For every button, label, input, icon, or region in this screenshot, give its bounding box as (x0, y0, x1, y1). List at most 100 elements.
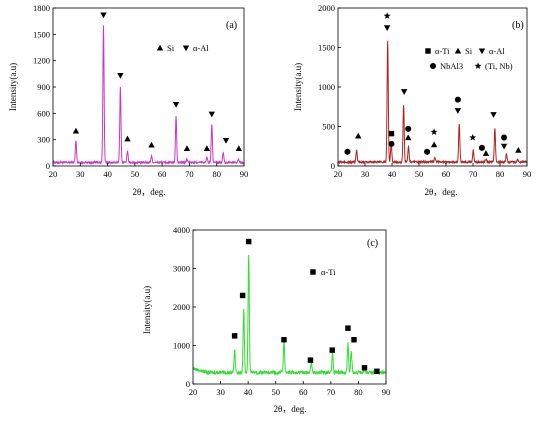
peak-marker-b-10 (430, 128, 438, 136)
y-tick-label-b-0: 0 (331, 161, 335, 171)
peak-marker-b-18 (501, 134, 508, 141)
peak-marker-c-3 (281, 337, 287, 343)
plot-frame-a (52, 7, 245, 167)
x-axis-title-c: 2θ，deg. (273, 404, 306, 414)
legend-marker-shape-a-0 (156, 44, 164, 51)
x-tick-label-b-7: 90 (523, 169, 532, 179)
legend-marker-shape-b-1 (454, 47, 462, 54)
peak-marker-a-2 (117, 73, 124, 79)
y-tick-label-c-1: 1000 (173, 341, 190, 351)
panel-label-b: (b) (512, 20, 524, 31)
peak-marker-b-7 (405, 125, 412, 132)
x-tick-label-c-3: 50 (271, 387, 280, 397)
peak-marker-c-9 (374, 368, 380, 375)
peak-marker-b-4 (388, 130, 395, 137)
peak-marker-c-2 (245, 238, 252, 245)
y-tick-label-a-3: 900 (37, 82, 50, 92)
y-tick-label-a-2: 600 (37, 108, 50, 118)
x-tick-label-b-5: 70 (469, 169, 478, 179)
peak-marker-a-5 (172, 101, 180, 108)
xrd-curve-a (52, 25, 245, 166)
peak-marker-b-5 (388, 140, 395, 147)
legend-label-si-a: Si (167, 43, 175, 53)
x-axis-title-a: 2θ，deg. (132, 187, 165, 197)
peak-marker-a-0 (72, 127, 80, 134)
peak-marker-b-11 (430, 141, 438, 148)
xrd-curve-c (192, 255, 387, 376)
x-tick-label-a-4: 60 (158, 169, 167, 179)
x-tick-label-c-2: 40 (244, 387, 253, 397)
y-tick-label-c-3: 3000 (173, 264, 190, 274)
y-tick-label-a-0: 0 (46, 161, 50, 171)
legend-a: Si α-Al (156, 43, 209, 53)
peak-marker-c-1 (239, 292, 246, 299)
legend-marker-b-4 (474, 62, 482, 69)
panel-label-c: (c) (367, 238, 378, 249)
peak-marker-a-3 (124, 135, 131, 142)
peak-marker-b-9 (424, 148, 431, 155)
peak-marker-a-7 (203, 145, 211, 152)
legend-label-tinb-b: (Ti, Nb) (485, 61, 513, 71)
panel-label-a: (a) (226, 20, 237, 31)
x-tick-label-b-6: 80 (496, 169, 505, 179)
y-tick-label-c-4: 4000 (173, 225, 190, 235)
plot-frame-b (337, 7, 528, 167)
legend-label-si-b: Si (465, 46, 473, 56)
x-tick-label-a-2: 40 (103, 169, 112, 179)
legend-marker-shape-b-2 (478, 48, 486, 55)
peak-marker-b-16 (482, 150, 490, 156)
x-tick-label-c-7: 90 (382, 387, 391, 397)
y-tick-label-b-1: 500 (322, 122, 335, 132)
x-tick-label-a-6: 80 (212, 169, 221, 179)
peak-marker-b-20 (515, 147, 522, 153)
x-tick-label-c-6: 80 (354, 387, 363, 397)
legend-marker-shape-b-4 (474, 62, 482, 69)
legend-marker-a-0 (156, 44, 164, 51)
peak-marker-a-6 (183, 145, 191, 152)
y-tick-label-a-4: 1200 (33, 56, 50, 66)
legend-b: α-Ti Si α-Al NbAl3 (Ti, Nb) (425, 46, 513, 71)
legend-marker-shape-b-0 (425, 48, 431, 54)
peak-marker-a-8 (208, 111, 216, 118)
peak-marker-c-6 (345, 325, 351, 331)
x-tick-label-c-4: 60 (299, 387, 308, 397)
y-tick-label-a-1: 300 (37, 135, 50, 145)
x-axis-title-b: 2θ，deg. (424, 187, 457, 197)
peak-marker-a-9 (222, 137, 230, 144)
legend-marker-b-3 (429, 62, 437, 70)
peak-marker-b-3 (383, 12, 391, 19)
x-tick-label-c-0: 20 (189, 387, 198, 397)
panel-b: 20 30 40 50 60 70 80 90 0 500 1000 1500 2000 (b) 2θ，… (293, 3, 531, 197)
y-tick-label-c-0: 0 (186, 379, 190, 389)
x-tick-label-a-0: 20 (49, 169, 58, 179)
peak-marker-b-15 (478, 144, 485, 151)
xrd-curve-b (337, 40, 528, 165)
legend-marker-b-0 (425, 48, 431, 54)
x-tick-label-c-5: 70 (327, 387, 336, 397)
legend-label-alpha-ti-b: α-Ti (435, 46, 450, 56)
legend-label-alpha-al-b: α-Al (489, 46, 505, 56)
y-tick-label-b-4: 2000 (318, 3, 335, 13)
peak-marker-c-8 (361, 365, 368, 371)
legend-marker-b-2 (478, 48, 486, 55)
x-tick-label-b-4: 60 (442, 169, 451, 179)
x-tick-label-a-1: 30 (76, 169, 85, 179)
y-tick-label-b-3: 1500 (318, 43, 335, 53)
peak-marker-b-12 (454, 96, 461, 103)
x-tick-label-b-1: 30 (361, 169, 370, 179)
panel-c: 20 30 40 50 60 70 80 90 0 1000 2000 3000 4000 (c) 2θ… (142, 225, 390, 414)
y-tick-label-a-6: 1800 (33, 3, 50, 13)
x-tick-label-a-7: 90 (240, 169, 249, 179)
peak-marker-b-17 (490, 112, 497, 118)
peak-marker-b-2 (383, 25, 391, 31)
y-axis-title-b: Intensity(a.u) (293, 63, 303, 111)
legend-marker-b-1 (454, 47, 462, 54)
peak-marker-b-13 (454, 108, 462, 114)
y-tick-label-b-2: 1000 (318, 82, 335, 92)
y-axis-title-c: Intensity(a.u) (142, 286, 152, 334)
legend-marker-shape-a-1 (182, 45, 190, 52)
x-tick-label-b-2: 40 (388, 169, 397, 179)
peak-marker-b-6 (400, 89, 408, 95)
